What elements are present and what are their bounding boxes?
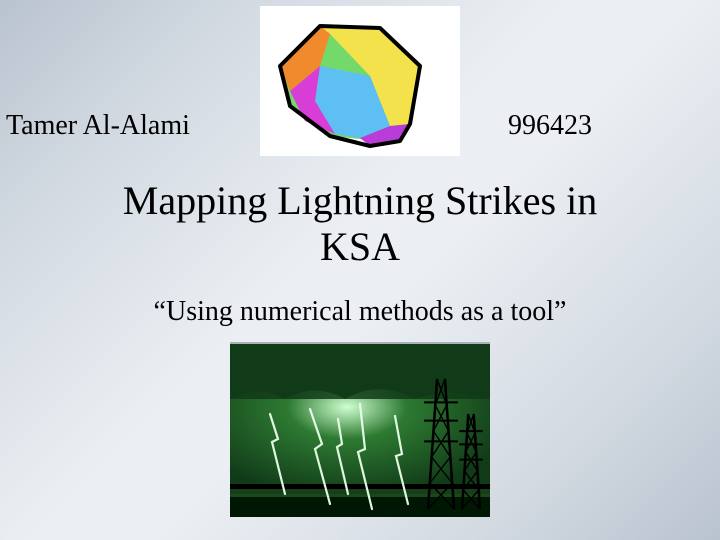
title-line-1: Mapping Lightning Strikes in: [123, 178, 597, 223]
slide-subtitle: “Using numerical methods as a tool”: [0, 296, 720, 328]
student-id: 996423: [508, 110, 712, 142]
author-name: Tamer Al-Alami: [6, 110, 190, 142]
lightning-svg: [230, 344, 490, 517]
title-line-2: KSA: [320, 224, 400, 269]
header-row: Tamer Al-Alami 996423: [0, 110, 720, 142]
lightning-image: [230, 342, 490, 517]
slide-title: Mapping Lightning Strikes in KSA: [0, 178, 720, 270]
